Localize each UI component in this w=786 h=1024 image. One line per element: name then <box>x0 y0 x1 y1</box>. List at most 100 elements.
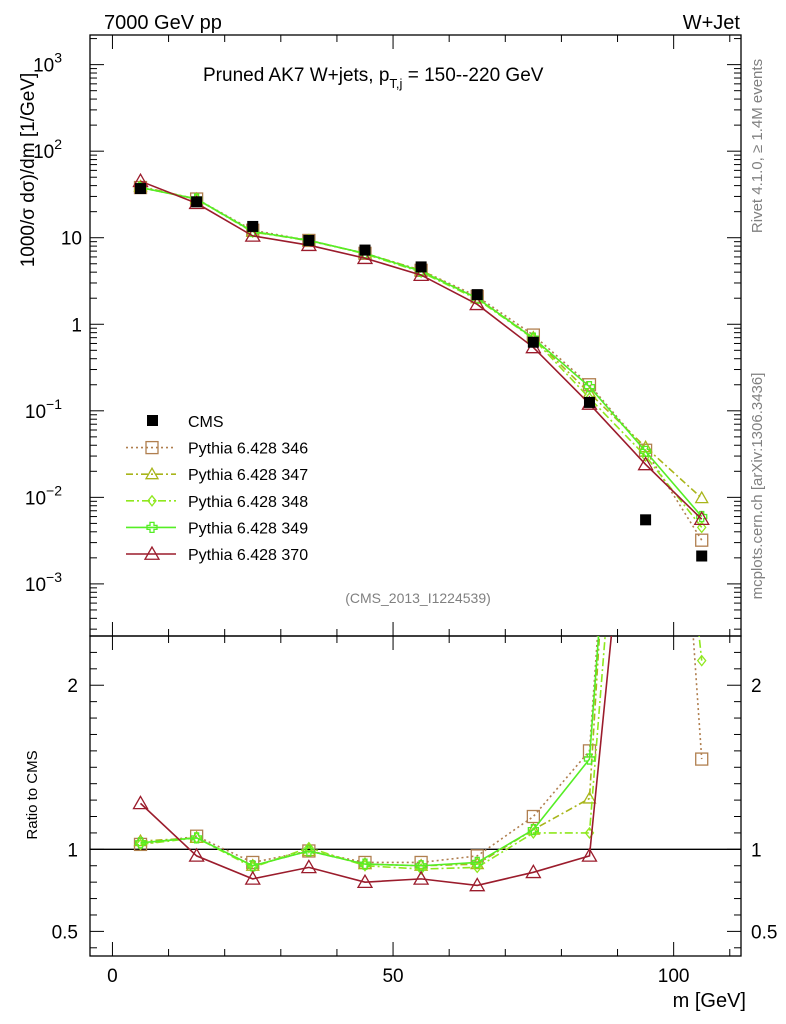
ratio-1-point <box>695 752 709 766</box>
ratio-5-point <box>525 863 542 879</box>
ratio-5-point <box>469 877 486 892</box>
legend-marker-cms <box>147 415 158 426</box>
legend: CMS Pythia 6.428 346 Pythia 6.428 347 Pythi… <box>126 414 308 564</box>
series-1-point <box>695 533 709 547</box>
ratio-tick-label-left: 2 <box>67 676 78 697</box>
top-plot-frame <box>89 34 742 637</box>
cms-data-point <box>696 550 708 562</box>
series-4-point <box>583 381 596 393</box>
legend-label-1: Pythia 6.428 346 <box>188 441 308 458</box>
ratio-4-point <box>134 837 147 849</box>
ratio-4-point <box>527 823 540 836</box>
x-axis-title: m [GeV] <box>673 990 746 1012</box>
ratio-line-3 <box>140 636 703 870</box>
y-tick-label: 10−3 <box>25 569 62 596</box>
series-3-point <box>696 521 707 534</box>
source-label: mcplots.cern.ch [arXiv:1306.3436] <box>749 373 766 600</box>
chart-title: Pruned AK7 W+jets, pT,j = 150--220 GeV <box>203 65 544 91</box>
cms-data-point <box>303 234 315 246</box>
legend-marker-5 <box>143 545 161 560</box>
plot-frames <box>89 34 742 957</box>
legend-marker-4 <box>146 521 158 534</box>
cms-data-point <box>527 336 539 348</box>
series-line-1 <box>140 186 703 541</box>
ratio-plot-frame <box>89 635 742 957</box>
process-label: W+Jet <box>683 12 741 34</box>
y-tick-label: 1 <box>71 315 82 336</box>
analysis-watermark: (CMS_2013_I1224539) <box>345 590 491 606</box>
legend-label-5: Pythia 6.428 370 <box>188 547 308 564</box>
series-1-point <box>582 378 597 392</box>
top-series-layer <box>132 172 710 562</box>
ratio-3-point <box>472 861 483 874</box>
series-2-point <box>694 490 709 504</box>
ratio-5-point <box>244 870 261 885</box>
series-5-point <box>693 510 710 526</box>
series-4-point <box>696 510 708 523</box>
y-tick-label: 102 <box>33 136 62 163</box>
ratio-3-point <box>304 841 314 854</box>
cms-data-point <box>471 289 483 301</box>
ratio-axis-ticks: 0.5 0.5 1 1 2 2 <box>52 651 777 949</box>
series-5-point <box>412 266 430 281</box>
series-5-point <box>244 227 261 242</box>
series-line-5 <box>140 180 703 520</box>
energy-label: 7000 GeV pp <box>104 12 222 34</box>
ratio-line-5 <box>139 636 613 887</box>
series-5-point <box>637 456 654 471</box>
cms-data-point <box>247 220 259 232</box>
rivet-label: Rivet 4.1.0, ≥ 1.4M events <box>749 59 766 233</box>
y-tick-label: 10−1 <box>25 396 62 423</box>
ratio-3-point <box>696 654 707 667</box>
ratio-tick-label-left: 1 <box>67 840 78 861</box>
y-axis-title-top: 1000/σ dσ)/dm [1/GeV] <box>18 73 39 268</box>
cms-data-point <box>583 396 595 408</box>
y-tick-label: 10 <box>61 229 82 250</box>
ratio-5-point <box>300 859 317 874</box>
x-axis-ticks: 0 50 100 <box>107 35 731 987</box>
ratio-4-point <box>359 858 371 870</box>
ratio-4-point <box>471 856 483 869</box>
x-tick-label: 50 <box>382 966 403 987</box>
y-axis-title-ratio: Ratio to CMS <box>24 750 41 839</box>
ratio-line-2 <box>140 636 601 867</box>
series-5-point <box>469 296 486 311</box>
cms-data-point <box>191 196 203 208</box>
ratio-5-point <box>188 847 205 862</box>
cms-data-point <box>640 514 652 526</box>
ratio-5-point <box>356 873 374 889</box>
legend-label-2: Pythia 6.428 347 <box>188 467 308 484</box>
y-tick-label: 10−2 <box>25 482 62 509</box>
ratio-tick-label-right: 2 <box>751 676 762 697</box>
series-5-point <box>356 249 374 265</box>
legend-label-3: Pythia 6.428 348 <box>188 494 308 511</box>
ratio-4-point <box>303 845 315 857</box>
legend-marker-1 <box>145 440 159 455</box>
x-tick-label: 100 <box>658 966 690 987</box>
legend-marker-3 <box>147 494 157 507</box>
ratio-line-1 <box>140 636 703 864</box>
ratio-5-point <box>581 847 598 862</box>
cms-data-point <box>415 261 427 273</box>
series-4-point <box>639 445 652 458</box>
top-axis-ticks: 10−3 10−2 10−1 1 10 102 103 <box>25 38 741 630</box>
legend-label-cms: CMS <box>188 414 224 431</box>
ratio-4-point <box>415 860 427 872</box>
ratio-4-point <box>247 860 259 872</box>
x-tick-label: 0 <box>107 966 118 987</box>
cms-data-point <box>359 244 371 256</box>
cms-data-point <box>135 183 147 195</box>
ratio-5-point <box>132 795 149 810</box>
y-tick-label: 103 <box>33 50 62 77</box>
legend-label-4: Pythia 6.428 349 <box>188 520 308 537</box>
legend-marker-2 <box>144 466 160 480</box>
ratio-series-layer <box>132 636 709 892</box>
ratio-4-point <box>190 832 203 844</box>
ratio-5-point <box>412 870 430 885</box>
ratio-tick-label-right: 0.5 <box>751 922 777 943</box>
ratio-4-point <box>583 753 596 765</box>
ratio-tick-label-right: 1 <box>751 840 762 861</box>
ratio-tick-label-left: 0.5 <box>52 922 78 943</box>
ratio-line-4 <box>140 636 600 867</box>
